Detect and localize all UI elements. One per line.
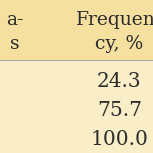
FancyBboxPatch shape <box>0 0 153 60</box>
Text: cy, %: cy, % <box>95 35 144 53</box>
Text: s: s <box>11 35 20 53</box>
Text: 100.0: 100.0 <box>90 130 148 149</box>
Text: a-: a- <box>7 11 24 29</box>
Text: 75.7: 75.7 <box>97 101 142 120</box>
Text: Frequen-: Frequen- <box>76 11 153 29</box>
Text: 24.3: 24.3 <box>97 72 142 91</box>
